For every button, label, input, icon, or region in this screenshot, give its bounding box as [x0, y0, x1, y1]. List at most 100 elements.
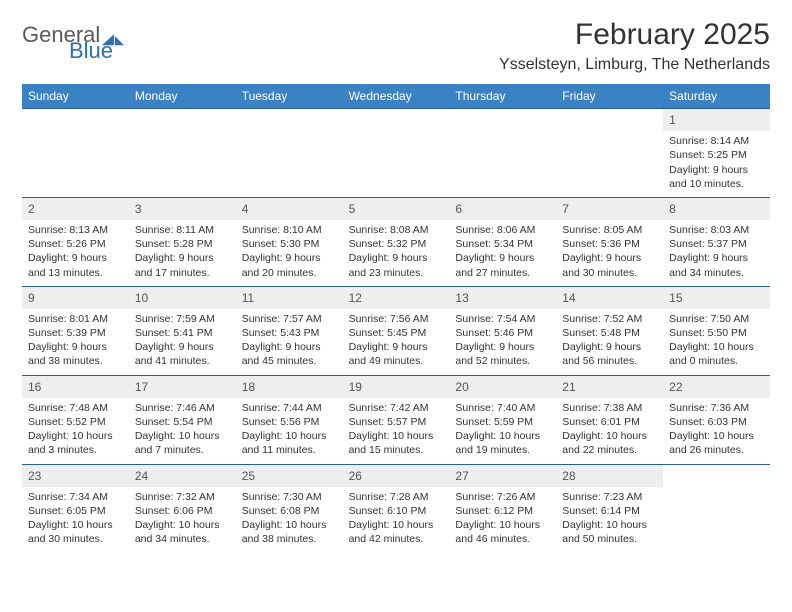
day-line: Sunrise: 8:01 AM: [28, 312, 123, 326]
day-line: Sunrise: 8:14 AM: [669, 134, 764, 148]
day-line: Daylight: 10 hours and 30 minutes.: [28, 518, 123, 546]
day-number: 14: [556, 287, 663, 309]
day-body: [343, 131, 450, 140]
day-body: Sunrise: 7:38 AMSunset: 6:01 PMDaylight:…: [556, 398, 663, 464]
day-cell: 17Sunrise: 7:46 AMSunset: 5:54 PMDayligh…: [129, 376, 236, 464]
day-body: Sunrise: 7:28 AMSunset: 6:10 PMDaylight:…: [343, 487, 450, 553]
logo-word-blue: Blue: [69, 40, 124, 62]
calendar: SundayMondayTuesdayWednesdayThursdayFrid…: [22, 84, 770, 552]
day-number: 20: [449, 376, 556, 398]
day-line: Daylight: 10 hours and 50 minutes.: [562, 518, 657, 546]
weekday-label: Thursday: [449, 84, 556, 108]
weekday-label: Friday: [556, 84, 663, 108]
day-line: Sunset: 5:26 PM: [28, 237, 123, 251]
day-line: Daylight: 9 hours and 13 minutes.: [28, 251, 123, 279]
day-line: Sunset: 5:41 PM: [135, 326, 230, 340]
logo: General Blue: [22, 18, 124, 62]
day-body: Sunrise: 7:57 AMSunset: 5:43 PMDaylight:…: [236, 309, 343, 375]
day-line: Sunrise: 7:26 AM: [455, 490, 550, 504]
day-line: Sunset: 5:36 PM: [562, 237, 657, 251]
day-number: [129, 109, 236, 131]
day-body: [663, 487, 770, 496]
weeks-container: 1Sunrise: 8:14 AMSunset: 5:25 PMDaylight…: [22, 108, 770, 552]
day-body: Sunrise: 8:14 AMSunset: 5:25 PMDaylight:…: [663, 131, 770, 197]
day-number: 1: [663, 109, 770, 131]
week-row: 9Sunrise: 8:01 AMSunset: 5:39 PMDaylight…: [22, 286, 770, 375]
day-line: Sunset: 5:37 PM: [669, 237, 764, 251]
day-line: Sunrise: 7:48 AM: [28, 401, 123, 415]
day-body: Sunrise: 8:10 AMSunset: 5:30 PMDaylight:…: [236, 220, 343, 286]
day-body: Sunrise: 8:01 AMSunset: 5:39 PMDaylight:…: [22, 309, 129, 375]
day-line: Daylight: 9 hours and 20 minutes.: [242, 251, 337, 279]
day-number: 12: [343, 287, 450, 309]
day-line: Daylight: 9 hours and 34 minutes.: [669, 251, 764, 279]
day-line: Sunrise: 7:23 AM: [562, 490, 657, 504]
weekday-label: Saturday: [663, 84, 770, 108]
day-line: Sunrise: 8:06 AM: [455, 223, 550, 237]
day-cell: 8Sunrise: 8:03 AMSunset: 5:37 PMDaylight…: [663, 198, 770, 286]
day-line: Sunrise: 7:44 AM: [242, 401, 337, 415]
day-body: [449, 131, 556, 140]
day-line: Sunrise: 8:11 AM: [135, 223, 230, 237]
day-body: Sunrise: 8:05 AMSunset: 5:36 PMDaylight:…: [556, 220, 663, 286]
day-number: 21: [556, 376, 663, 398]
day-line: Sunrise: 7:30 AM: [242, 490, 337, 504]
day-line: Sunrise: 7:36 AM: [669, 401, 764, 415]
day-cell: 6Sunrise: 8:06 AMSunset: 5:34 PMDaylight…: [449, 198, 556, 286]
day-line: Sunset: 5:56 PM: [242, 415, 337, 429]
day-line: Sunset: 6:06 PM: [135, 504, 230, 518]
day-line: Sunrise: 7:38 AM: [562, 401, 657, 415]
day-number: 15: [663, 287, 770, 309]
day-line: Sunrise: 7:56 AM: [349, 312, 444, 326]
day-line: Sunrise: 7:40 AM: [455, 401, 550, 415]
day-body: [556, 131, 663, 140]
day-line: Daylight: 10 hours and 38 minutes.: [242, 518, 337, 546]
day-number: 4: [236, 198, 343, 220]
day-body: Sunrise: 7:46 AMSunset: 5:54 PMDaylight:…: [129, 398, 236, 464]
day-line: Daylight: 10 hours and 46 minutes.: [455, 518, 550, 546]
location-subtitle: Ysselsteyn, Limburg, The Netherlands: [499, 56, 770, 74]
day-cell: 18Sunrise: 7:44 AMSunset: 5:56 PMDayligh…: [236, 376, 343, 464]
day-line: Sunset: 5:30 PM: [242, 237, 337, 251]
day-cell: 21Sunrise: 7:38 AMSunset: 6:01 PMDayligh…: [556, 376, 663, 464]
page-title: February 2025: [499, 18, 770, 52]
day-cell: [663, 465, 770, 553]
day-line: Sunset: 6:01 PM: [562, 415, 657, 429]
day-number: 22: [663, 376, 770, 398]
day-line: Daylight: 9 hours and 56 minutes.: [562, 340, 657, 368]
day-number: 23: [22, 465, 129, 487]
day-line: Daylight: 9 hours and 45 minutes.: [242, 340, 337, 368]
weekday-label: Monday: [129, 84, 236, 108]
day-cell: [449, 109, 556, 197]
day-line: Daylight: 9 hours and 17 minutes.: [135, 251, 230, 279]
day-line: Sunrise: 7:46 AM: [135, 401, 230, 415]
day-number: 6: [449, 198, 556, 220]
day-number: 16: [22, 376, 129, 398]
day-line: Daylight: 9 hours and 38 minutes.: [28, 340, 123, 368]
day-line: Sunset: 6:12 PM: [455, 504, 550, 518]
day-body: [236, 131, 343, 140]
day-line: Sunset: 5:52 PM: [28, 415, 123, 429]
day-number: 10: [129, 287, 236, 309]
day-number: 9: [22, 287, 129, 309]
day-cell: 22Sunrise: 7:36 AMSunset: 6:03 PMDayligh…: [663, 376, 770, 464]
day-line: Sunset: 5:57 PM: [349, 415, 444, 429]
day-cell: 16Sunrise: 7:48 AMSunset: 5:52 PMDayligh…: [22, 376, 129, 464]
day-line: Sunset: 6:03 PM: [669, 415, 764, 429]
day-number: 18: [236, 376, 343, 398]
day-number: [343, 109, 450, 131]
day-number: [556, 109, 663, 131]
day-line: Daylight: 10 hours and 34 minutes.: [135, 518, 230, 546]
day-line: Sunrise: 7:52 AM: [562, 312, 657, 326]
day-line: Daylight: 10 hours and 42 minutes.: [349, 518, 444, 546]
day-line: Daylight: 9 hours and 41 minutes.: [135, 340, 230, 368]
day-cell: 5Sunrise: 8:08 AMSunset: 5:32 PMDaylight…: [343, 198, 450, 286]
header: General Blue February 2025 Ysselsteyn, L…: [22, 18, 770, 74]
day-number: 5: [343, 198, 450, 220]
day-line: Sunrise: 7:50 AM: [669, 312, 764, 326]
day-cell: 24Sunrise: 7:32 AMSunset: 6:06 PMDayligh…: [129, 465, 236, 553]
week-row: 2Sunrise: 8:13 AMSunset: 5:26 PMDaylight…: [22, 197, 770, 286]
day-line: Sunset: 5:39 PM: [28, 326, 123, 340]
day-line: Sunrise: 7:34 AM: [28, 490, 123, 504]
day-line: Sunrise: 7:59 AM: [135, 312, 230, 326]
